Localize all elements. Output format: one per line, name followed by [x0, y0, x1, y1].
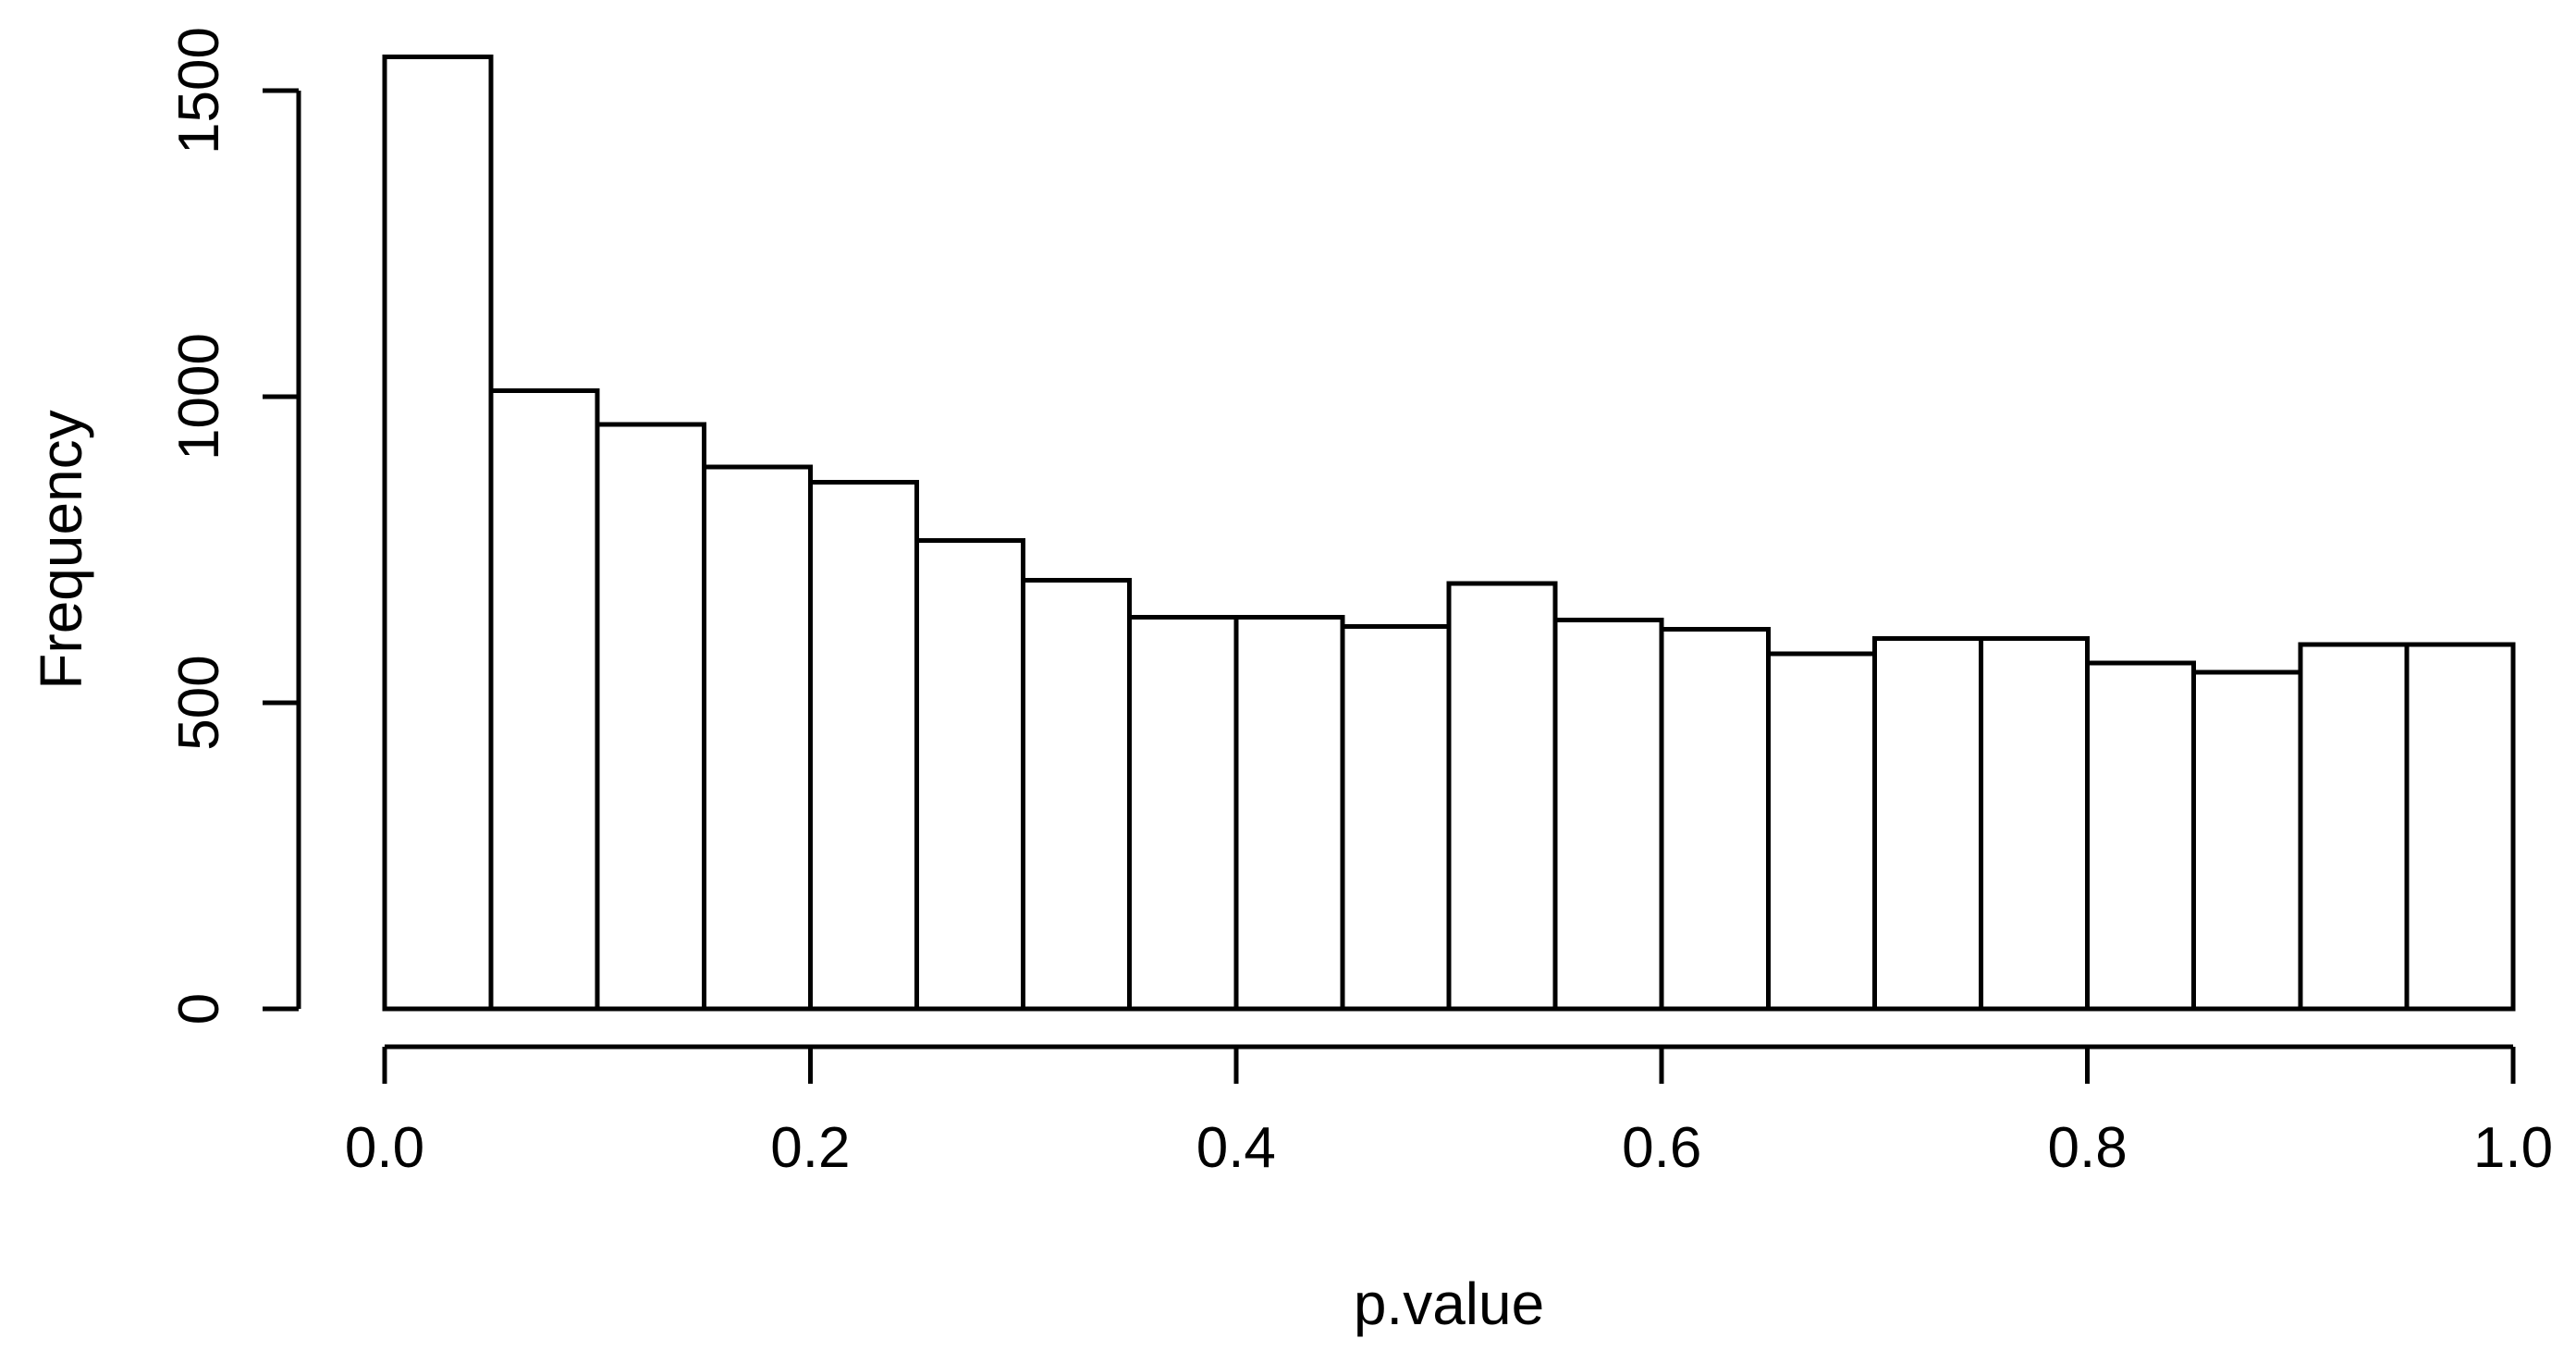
histogram-bar	[1979, 635, 2091, 1012]
y-tick-label: 1000	[167, 333, 231, 460]
histogram-bar	[914, 538, 1026, 1012]
x-tick-label: 0.8	[2047, 1116, 2127, 1180]
histogram-bar	[807, 480, 920, 1012]
histogram-bar	[1127, 614, 1239, 1012]
x-tick-label: 1.0	[2473, 1116, 2553, 1180]
histogram-bar	[2404, 642, 2516, 1012]
histogram-bar	[1340, 623, 1452, 1012]
x-tick-label: 0.0	[345, 1116, 424, 1180]
histogram-bar	[2298, 642, 2410, 1012]
histogram-bar	[1659, 627, 1771, 1012]
histogram-bar	[1233, 614, 1345, 1012]
histogram-bar	[1446, 581, 1558, 1012]
y-axis-label: Frequency	[28, 410, 94, 689]
histogram-bar	[2191, 669, 2303, 1012]
y-tick-label: 0	[167, 993, 231, 1025]
x-tick-label: 0.2	[770, 1116, 850, 1180]
histogram-bar	[1871, 635, 1984, 1012]
histogram-bar	[1021, 578, 1133, 1012]
histogram-bar	[1552, 618, 1664, 1012]
histogram-bar	[701, 464, 813, 1012]
y-tick-label: 500	[167, 655, 231, 750]
histogram-bar	[382, 55, 494, 1012]
histogram-bar	[595, 422, 706, 1012]
histogram-bar	[1765, 651, 1877, 1012]
y-tick-label: 1500	[167, 27, 231, 154]
histogram-bar	[2085, 660, 2197, 1012]
x-axis-label: p.value	[1354, 1271, 1544, 1337]
x-tick-label: 0.6	[1622, 1116, 1701, 1180]
x-tick-label: 0.4	[1196, 1116, 1276, 1180]
histogram-bar	[488, 387, 600, 1012]
